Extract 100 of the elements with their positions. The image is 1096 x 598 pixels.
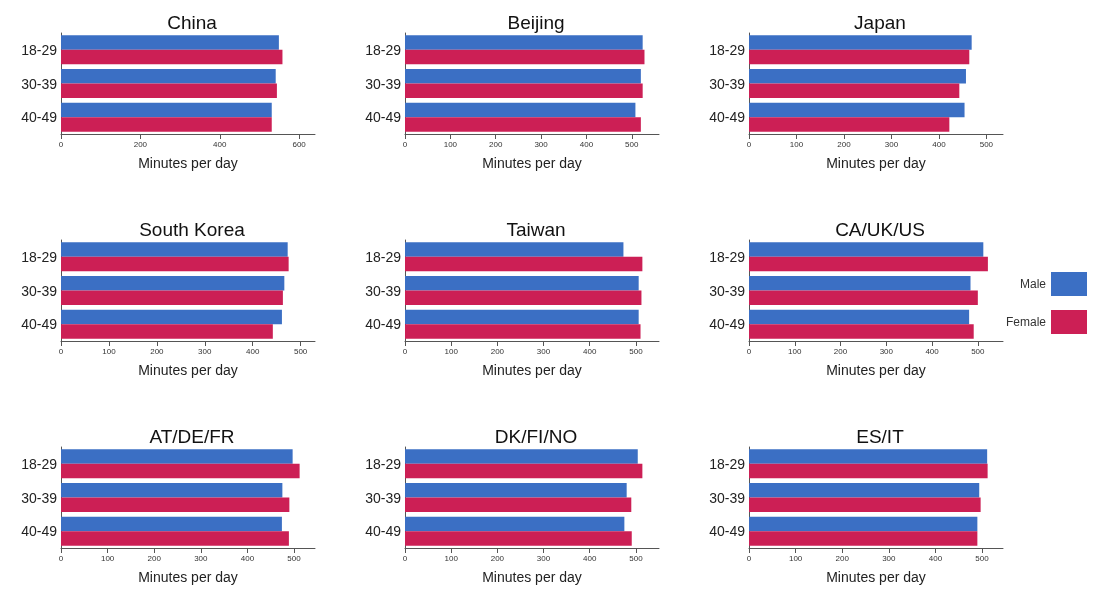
- y-tick-label: 40-49: [709, 316, 746, 333]
- x-tick-label: 400: [579, 139, 594, 149]
- x-axis-title: Minutes per day: [138, 569, 238, 585]
- x-tick-label: 100: [788, 553, 803, 563]
- chart-title: AT/DE/FR: [149, 426, 235, 447]
- y-tick-label: 40-49: [365, 316, 402, 333]
- y-tick-label: 40-49: [709, 109, 746, 126]
- x-tick-label: 200: [833, 346, 848, 356]
- y-tick-label: 18-29: [21, 455, 58, 472]
- x-tick-label: 500: [629, 553, 644, 563]
- x-axis-title: Minutes per day: [482, 362, 582, 378]
- bar: [405, 102, 636, 118]
- legend-label: Female: [1005, 315, 1047, 329]
- x-tick-label: 300: [536, 346, 551, 356]
- bar: [61, 497, 290, 512]
- bar: [405, 276, 639, 291]
- y-tick-label: 30-39: [21, 489, 58, 506]
- bar: [405, 497, 632, 512]
- x-tick-label: 100: [100, 553, 115, 563]
- y-tick-label: 30-39: [21, 282, 58, 299]
- x-tick-label: 300: [884, 139, 899, 149]
- y-tick-label: 30-39: [365, 489, 402, 506]
- chart-title: Taiwan: [506, 219, 566, 240]
- x-axis-title: Minutes per day: [826, 569, 926, 585]
- bar: [749, 449, 988, 464]
- bar: [749, 49, 970, 65]
- x-tick-label: 0: [402, 139, 408, 149]
- x-tick-label: 400: [246, 346, 260, 356]
- x-tick-label: 100: [444, 346, 459, 356]
- bar: [749, 483, 980, 498]
- x-tick-label: 200: [490, 553, 505, 563]
- chart-title: Japan: [854, 12, 906, 33]
- x-tick-label: 0: [402, 346, 408, 356]
- y-tick-label: 18-29: [21, 41, 58, 58]
- x-tick-label: 200: [835, 553, 850, 563]
- y-tick-label: 30-39: [709, 489, 746, 506]
- bar: [749, 516, 978, 532]
- x-tick-label: 100: [102, 346, 117, 356]
- x-tick-label: 0: [58, 553, 64, 563]
- bar: [405, 449, 638, 464]
- bar: [61, 516, 282, 532]
- x-tick-label: 200: [489, 139, 503, 149]
- y-tick-label: 40-49: [365, 109, 402, 126]
- x-tick-label: 300: [198, 346, 212, 356]
- bar: [405, 256, 643, 272]
- y-tick-label: 30-39: [709, 75, 746, 92]
- x-tick-label: 100: [788, 346, 802, 356]
- x-tick-label: 200: [133, 139, 148, 149]
- bar: [405, 242, 624, 257]
- x-tick-label: 0: [58, 139, 64, 149]
- bar: [61, 463, 300, 479]
- x-tick-label: 600: [292, 139, 307, 149]
- bar: [405, 69, 641, 84]
- x-tick-label: 400: [213, 139, 227, 149]
- bar: [405, 117, 641, 132]
- y-tick-label: 30-39: [21, 75, 58, 92]
- x-tick-label: 200: [147, 553, 162, 563]
- x-tick-label: 0: [746, 553, 752, 563]
- x-tick-label: 500: [293, 346, 308, 356]
- x-tick-label: 0: [58, 346, 64, 356]
- chart-title: ES/IT: [856, 426, 905, 447]
- chart-title: South Korea: [139, 219, 246, 240]
- bar: [749, 69, 966, 84]
- y-tick-label: 40-49: [21, 523, 58, 540]
- x-tick-label: 500: [629, 346, 644, 356]
- x-tick-label: 0: [746, 139, 752, 149]
- x-tick-label: 400: [583, 553, 597, 563]
- x-tick-label: 100: [443, 139, 458, 149]
- bar: [61, 483, 283, 498]
- x-tick-label: 400: [925, 346, 940, 356]
- y-tick-label: 18-29: [709, 41, 746, 58]
- bar: [405, 49, 645, 65]
- x-axis-title: Minutes per day: [826, 155, 926, 171]
- y-tick-label: 30-39: [709, 282, 746, 299]
- bar: [405, 463, 643, 479]
- x-tick-label: 200: [150, 346, 165, 356]
- bar: [749, 102, 965, 118]
- bar: [405, 35, 643, 50]
- x-tick-label: 500: [975, 553, 990, 563]
- y-tick-label: 40-49: [21, 109, 58, 126]
- legend-label: Male: [1019, 277, 1047, 291]
- bar: [405, 83, 643, 98]
- bar: [749, 463, 988, 479]
- y-tick-label: 18-29: [21, 248, 58, 265]
- x-tick-label: 0: [746, 346, 752, 356]
- bar: [405, 516, 625, 532]
- bar: [61, 531, 289, 546]
- bar: [749, 324, 974, 339]
- chart-title: China: [167, 12, 218, 33]
- bar: [749, 117, 950, 132]
- bar: [405, 309, 639, 325]
- x-tick-label: 500: [287, 553, 302, 563]
- x-axis-title: Minutes per day: [482, 155, 582, 171]
- x-axis-title: Minutes per day: [826, 362, 926, 378]
- y-tick-label: 30-39: [365, 75, 402, 92]
- bar: [749, 309, 970, 325]
- x-tick-label: 500: [625, 139, 639, 149]
- x-tick-label: 500: [979, 139, 994, 149]
- x-tick-label: 400: [583, 346, 597, 356]
- bar: [749, 531, 978, 546]
